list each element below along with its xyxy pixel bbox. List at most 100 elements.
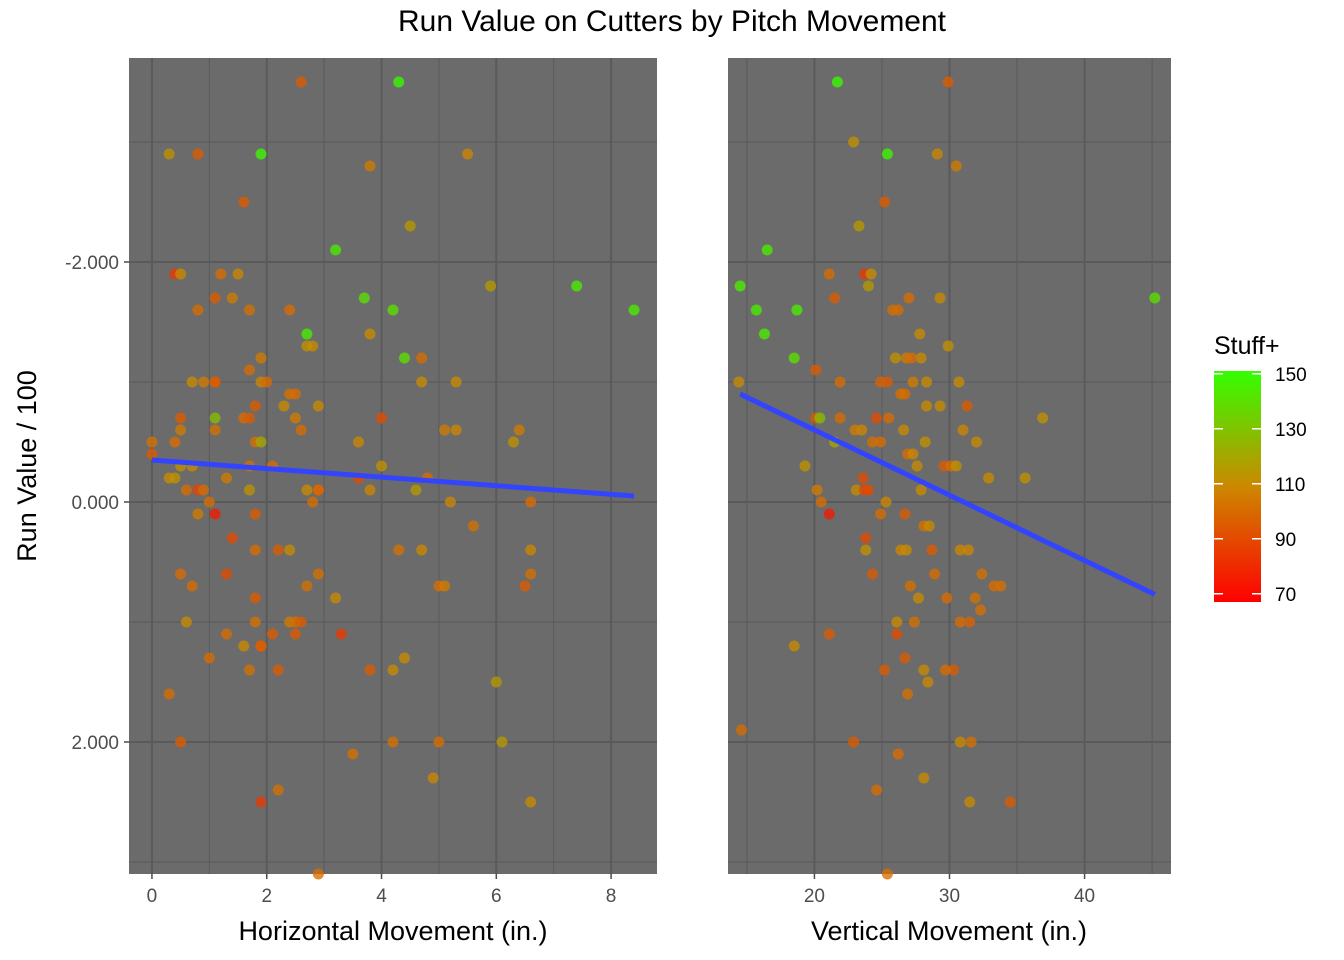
data-point [898, 424, 910, 436]
data-point [255, 640, 267, 652]
data-point [175, 424, 187, 436]
data-point [335, 628, 347, 640]
data-point [964, 616, 976, 628]
data-point [209, 292, 221, 304]
data-point [244, 664, 256, 676]
data-point [272, 544, 284, 556]
data-point [295, 424, 307, 436]
data-point [272, 664, 284, 676]
data-point [244, 304, 256, 316]
data-point [226, 292, 238, 304]
data-point [364, 160, 376, 172]
data-point [834, 412, 846, 424]
data-point [146, 448, 158, 460]
data-point [163, 688, 175, 700]
data-point [255, 796, 267, 808]
data-point [903, 292, 915, 304]
legend: Stuff+ 70 90 110 130 150 [1214, 332, 1307, 606]
data-point [954, 736, 966, 748]
data-point [931, 148, 943, 160]
data-point [301, 340, 313, 352]
data-point [203, 652, 215, 664]
data-point [398, 352, 410, 364]
data-point [364, 664, 376, 676]
data-point [416, 544, 428, 556]
data-point [892, 748, 904, 760]
data-point [906, 352, 918, 364]
data-point [289, 628, 301, 640]
data-point [198, 484, 210, 496]
data-point [427, 772, 439, 784]
data-point [923, 520, 935, 532]
data-point [307, 496, 319, 508]
data-point [249, 508, 261, 520]
data-point [862, 484, 874, 496]
y-axis-title: Run Value / 100 [12, 370, 42, 562]
data-point [907, 376, 919, 388]
x-tick-label: 2 [261, 886, 272, 907]
trend-line [151, 457, 635, 499]
data-point [416, 376, 428, 388]
data-point [376, 460, 388, 472]
data-point [261, 376, 273, 388]
data-point [919, 436, 931, 448]
data-point [330, 592, 342, 604]
trend-line [739, 391, 1156, 597]
data-point [881, 868, 893, 880]
y-tick-label: 2.000 [71, 733, 119, 754]
data-point [926, 544, 938, 556]
data-point [175, 736, 187, 748]
data-point [975, 604, 987, 616]
data-point [416, 352, 428, 364]
data-point [908, 616, 920, 628]
data-point [948, 664, 960, 676]
data-point [209, 412, 221, 424]
data-point [398, 652, 410, 664]
data-point [249, 592, 261, 604]
data-point [519, 580, 531, 592]
data-point [862, 280, 874, 292]
data-point [485, 280, 497, 292]
data-point [301, 328, 313, 340]
data-point [791, 304, 803, 316]
data-point [831, 76, 843, 88]
data-point [881, 148, 893, 160]
data-point [733, 376, 745, 388]
legend-tick-label: 150 [1275, 365, 1307, 386]
data-point [875, 508, 887, 520]
data-point [788, 640, 800, 652]
data-point [823, 508, 835, 520]
data-point [278, 400, 290, 412]
data-point [914, 328, 926, 340]
data-point [957, 424, 969, 436]
panel-horizontal: 0 2 4 6 8 [129, 58, 657, 907]
data-point [823, 268, 835, 280]
data-point [761, 244, 773, 256]
data-point [1019, 472, 1031, 484]
data-point [921, 376, 933, 388]
data-point [169, 436, 181, 448]
data-point [284, 304, 296, 316]
data-point [971, 436, 983, 448]
data-point [962, 544, 974, 556]
data-point [976, 568, 988, 580]
data-point [364, 484, 376, 496]
data-point [904, 580, 916, 592]
data-point [175, 268, 187, 280]
data-point [393, 544, 405, 556]
data-point [525, 496, 537, 508]
data-point [295, 616, 307, 628]
data-point [848, 136, 860, 148]
data-point [525, 568, 537, 580]
legend-tick-label: 110 [1275, 475, 1305, 496]
data-point [255, 352, 267, 364]
data-point [238, 196, 250, 208]
y-tick-label: -2.000 [65, 253, 119, 274]
data-point [834, 376, 846, 388]
panel-vertical: 20 30 40 [728, 58, 1171, 907]
data-point [146, 436, 158, 448]
x-axis-title-vertical: Vertical Movement (in.) [811, 916, 1087, 946]
data-point [934, 292, 946, 304]
data-point [244, 364, 256, 376]
data-point [490, 676, 502, 688]
